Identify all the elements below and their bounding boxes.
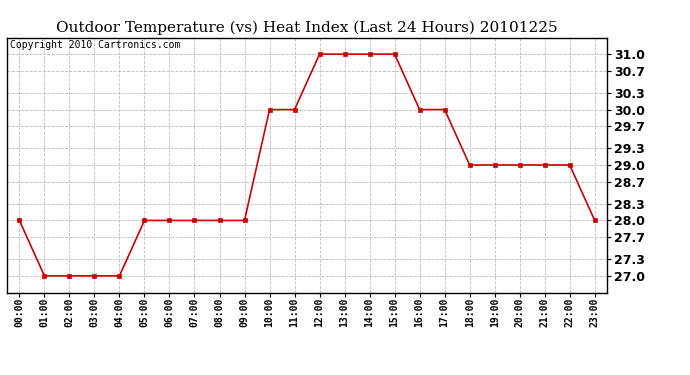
Title: Outdoor Temperature (vs) Heat Index (Last 24 Hours) 20101225: Outdoor Temperature (vs) Heat Index (Las… [57,21,558,35]
Text: Copyright 2010 Cartronics.com: Copyright 2010 Cartronics.com [10,40,180,50]
